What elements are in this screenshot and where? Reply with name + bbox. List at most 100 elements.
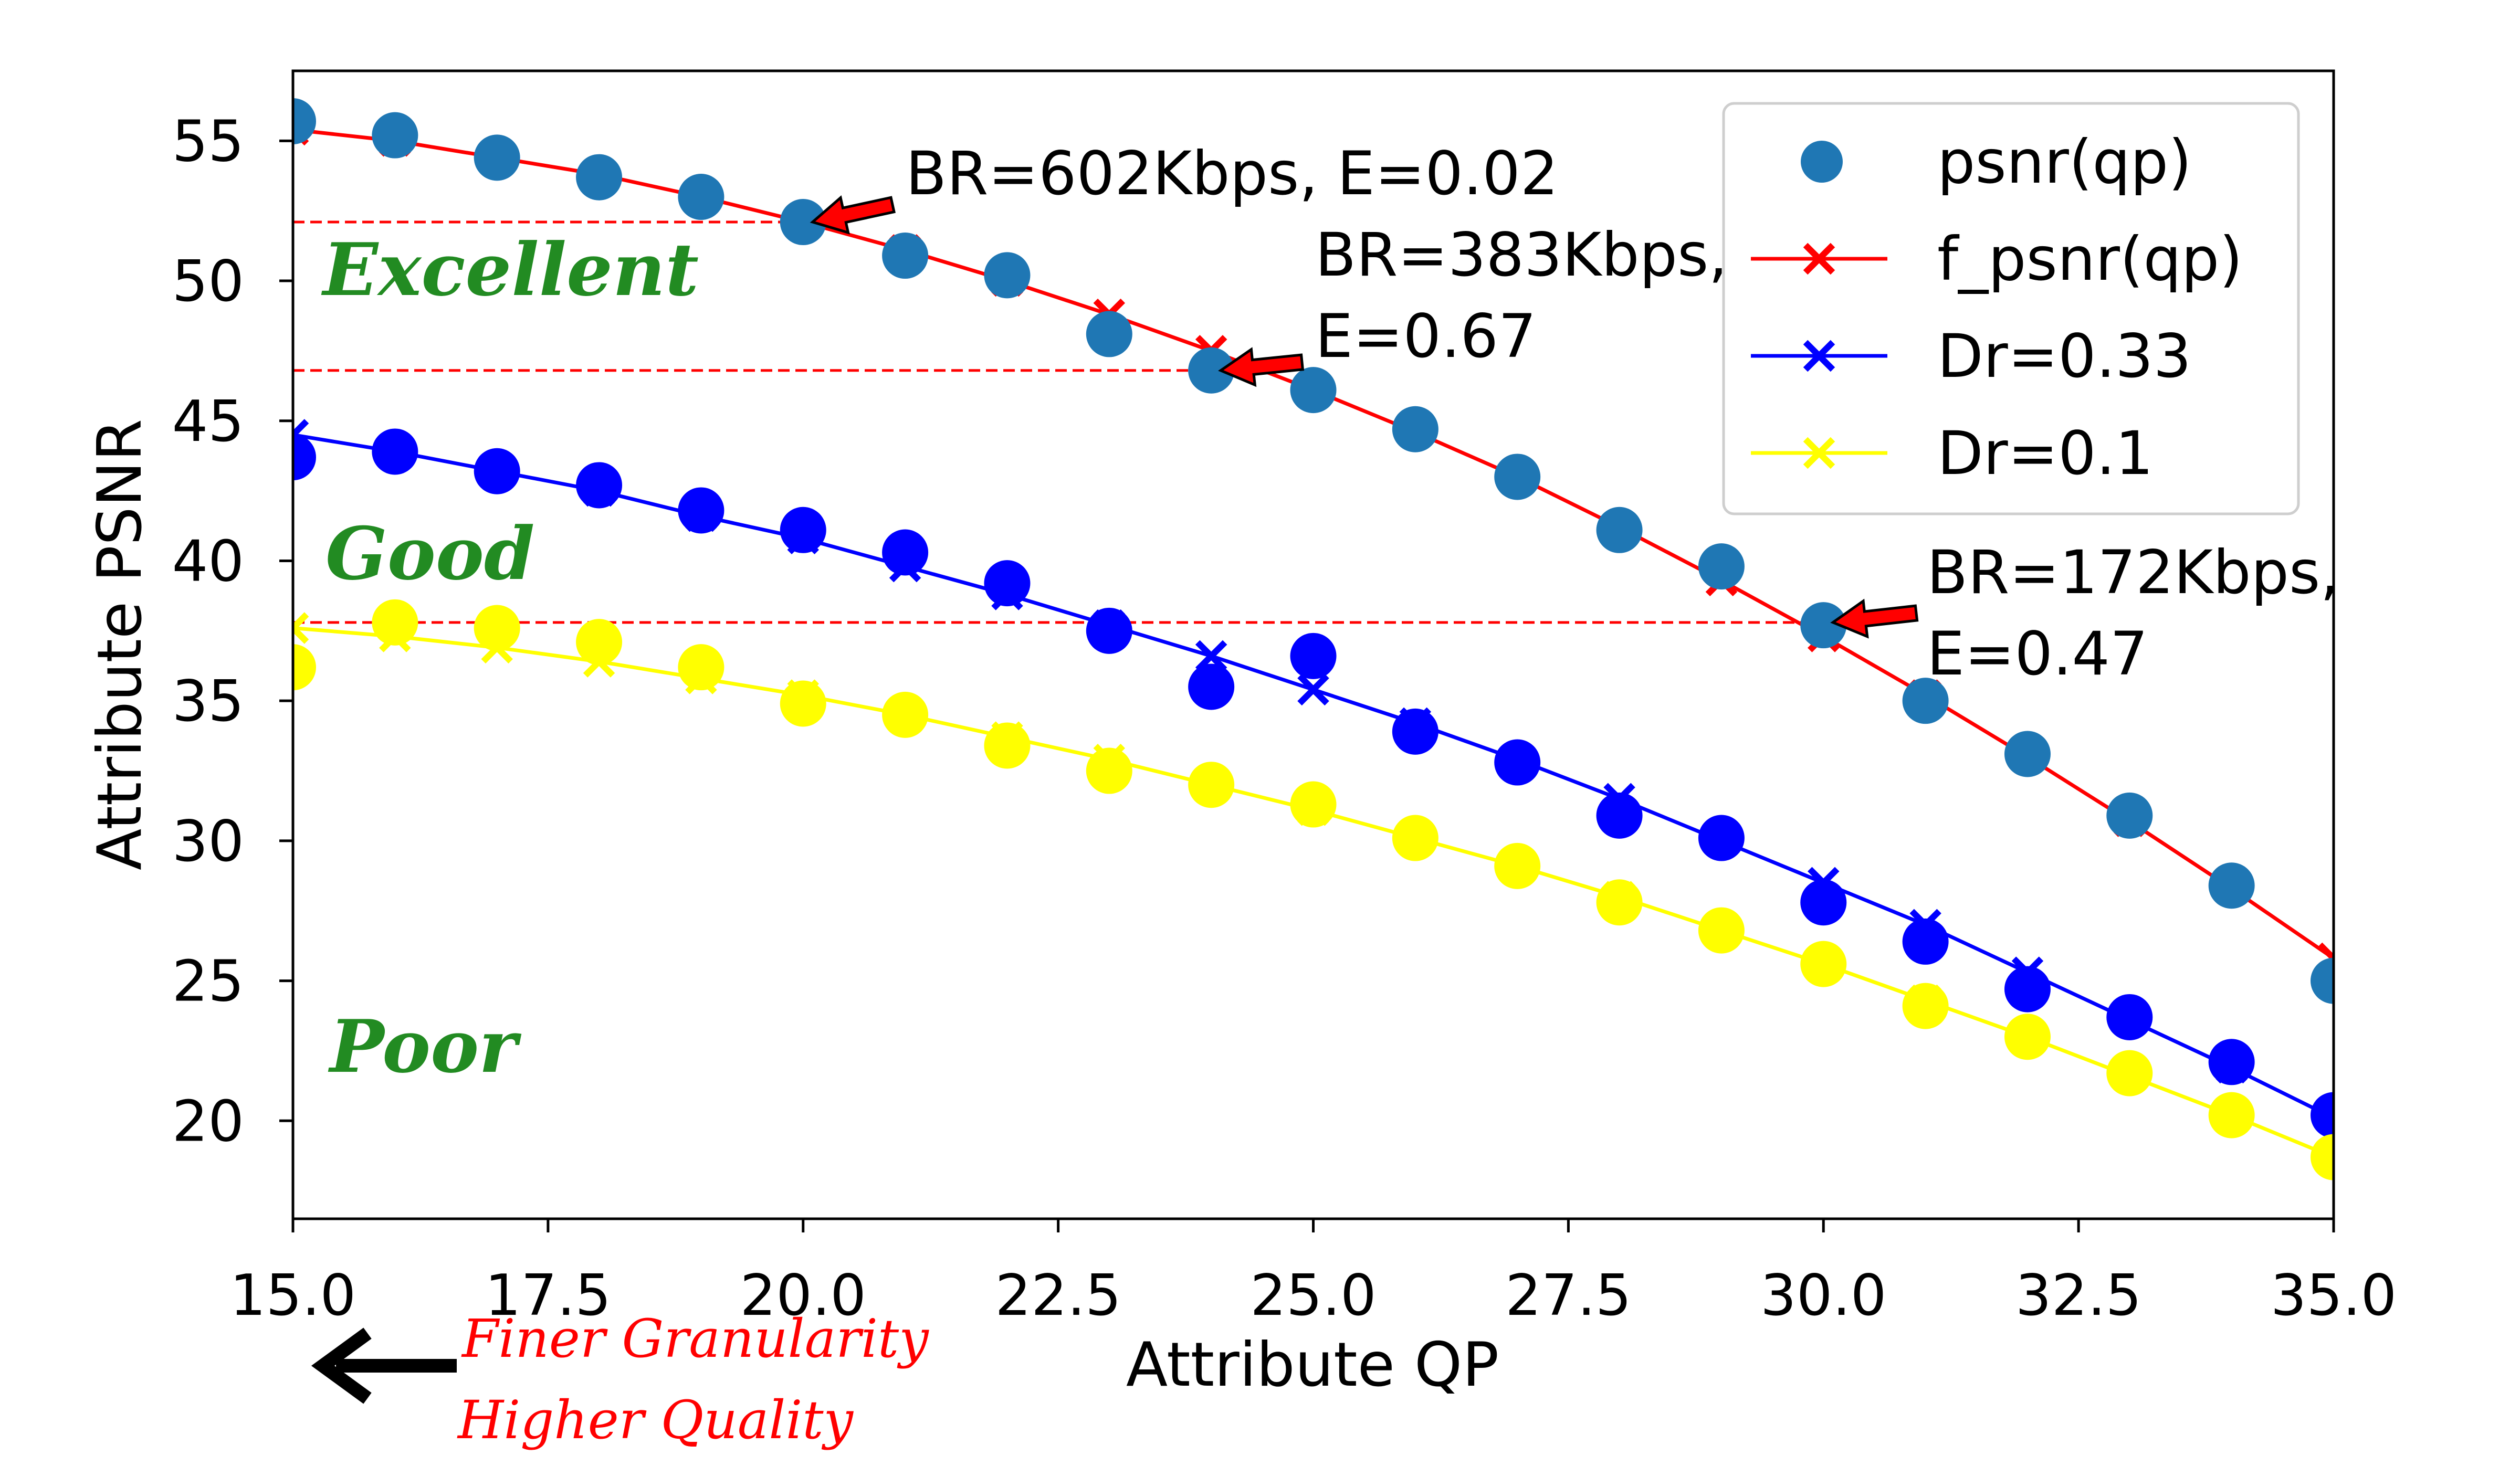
- data-marker: [481, 455, 513, 488]
- data-marker: [2114, 1004, 2146, 1036]
- x-stroke: [2317, 942, 2334, 963]
- x-stroke: [2114, 1060, 2146, 1092]
- x-tick-label: 15.0: [230, 1263, 356, 1328]
- x-stroke: [1399, 707, 1432, 740]
- x-stroke: [1093, 743, 1126, 776]
- x-stroke: [583, 474, 615, 507]
- x-stroke: [685, 662, 717, 694]
- x-stroke: [1803, 340, 1835, 372]
- reference-lines: [293, 220, 1824, 624]
- data-marker: [2011, 1021, 2044, 1053]
- data-marker: [1705, 825, 1738, 857]
- x-stroke: [1501, 743, 1534, 776]
- x-axis-ticks: 15.0 17.5 20.0 22.5 25.0 27.5 30.0 32.5 35.0: [230, 1219, 2397, 1328]
- data-point: [1800, 602, 1847, 649]
- data-marker: [1705, 914, 1738, 946]
- data-marker: [1093, 609, 1126, 641]
- data-marker: [991, 721, 1023, 753]
- legend-label: psnr(qp): [1937, 127, 2192, 197]
- data-marker: [1297, 794, 1329, 826]
- x-tick-label: 32.5: [2015, 1263, 2141, 1328]
- region-label-excellent: Excellent: [321, 227, 699, 312]
- x-stroke: [379, 436, 411, 468]
- x-stroke: [2011, 1021, 2044, 1053]
- annotation-arrow: [810, 195, 896, 235]
- y-tick-label: 50: [172, 249, 244, 314]
- x-tick-label: 22.5: [995, 1263, 1121, 1328]
- y-tick-label: 20: [172, 1089, 244, 1154]
- data-marker: [1808, 867, 1840, 899]
- x-stroke: [1297, 794, 1329, 826]
- data-marker: [2317, 1141, 2334, 1173]
- data-marker: [1297, 673, 1329, 706]
- series-psnr-qp-: [293, 98, 2334, 1004]
- x-stroke: [293, 430, 309, 451]
- data-marker: [787, 679, 819, 711]
- data-point: [2004, 731, 2051, 777]
- x-stroke: [2114, 1004, 2146, 1036]
- x-stroke: [481, 455, 513, 488]
- x-stroke: [1705, 825, 1738, 857]
- quality-regions: Excellent Good Poor: [321, 227, 699, 1089]
- legend-box: [1722, 102, 2300, 515]
- data-point: [1596, 879, 1643, 926]
- data-point: [1698, 543, 1745, 590]
- data-point: [780, 199, 826, 246]
- data-marker: [2114, 1060, 2146, 1092]
- data-point: [984, 560, 1031, 607]
- x-stroke: [1603, 783, 1635, 815]
- x-tick-label: 35.0: [2271, 1263, 2397, 1328]
- annotation-text: E=0.47: [1927, 619, 2148, 689]
- x-axis-title: Attribute QP: [1126, 1330, 1499, 1400]
- data-marker: [1909, 984, 1941, 1017]
- x-stroke: [889, 699, 921, 731]
- x-stroke: [1909, 909, 1941, 941]
- x-stroke: [1501, 850, 1534, 882]
- x-stroke: [293, 624, 309, 644]
- x-stroke: [2011, 956, 2044, 988]
- data-marker: [1399, 707, 1432, 740]
- x-stroke: [685, 500, 717, 532]
- x-stroke: [2317, 1141, 2334, 1162]
- data-marker: [1909, 909, 1941, 941]
- legend-entry-2: f_psnr(qp): [1751, 224, 2243, 294]
- data-point: [1290, 367, 1337, 414]
- data-marker: [1195, 768, 1227, 801]
- data-marker: [379, 620, 411, 652]
- data-point: [882, 233, 929, 279]
- x-stroke: [379, 620, 411, 652]
- y-tick-label: 25: [172, 949, 244, 1015]
- x-tick-label: 27.5: [1505, 1263, 1631, 1328]
- data-point: [474, 134, 520, 181]
- data-point: [293, 98, 316, 145]
- data-point: [1086, 607, 1132, 654]
- data-marker: [1093, 743, 1126, 776]
- y-tick-label: 40: [172, 529, 244, 594]
- data-marker: [583, 474, 615, 507]
- legend-entry-3: Dr=0.33: [1751, 321, 2191, 391]
- x-tick-label: 20.0: [740, 1263, 866, 1328]
- data-point: [984, 722, 1031, 769]
- data-marker: [1603, 881, 1635, 913]
- data-point: [678, 487, 724, 534]
- data-point: [293, 434, 316, 481]
- data-point: [1392, 708, 1438, 755]
- data-point: [780, 507, 826, 553]
- y-tick-label: 45: [172, 389, 244, 455]
- x-stroke: [1803, 242, 1835, 275]
- y-axis-ticks: 20 25 30 35 40 45 50 55: [172, 109, 293, 1154]
- annotation-arrow: [1218, 347, 1305, 387]
- x-stroke: [2216, 1099, 2248, 1131]
- left-arrow-icon: [311, 1327, 457, 1404]
- annotations: BR=602Kbps, E=0.02 BR=383Kbps, E=0.67 BR=17…: [810, 139, 2339, 689]
- x-stroke: [2317, 1153, 2334, 1173]
- data-marker: [685, 662, 717, 694]
- x-tick-label: 30.0: [1760, 1263, 1886, 1328]
- data-point: [2311, 957, 2334, 1004]
- x-stroke: [2216, 1051, 2248, 1084]
- data-marker: [293, 419, 309, 451]
- annotation-1: BR=602Kbps, E=0.02: [810, 139, 1558, 235]
- annotation-text: BR=172Kbps,: [1927, 537, 2339, 607]
- data-marker: [685, 500, 717, 532]
